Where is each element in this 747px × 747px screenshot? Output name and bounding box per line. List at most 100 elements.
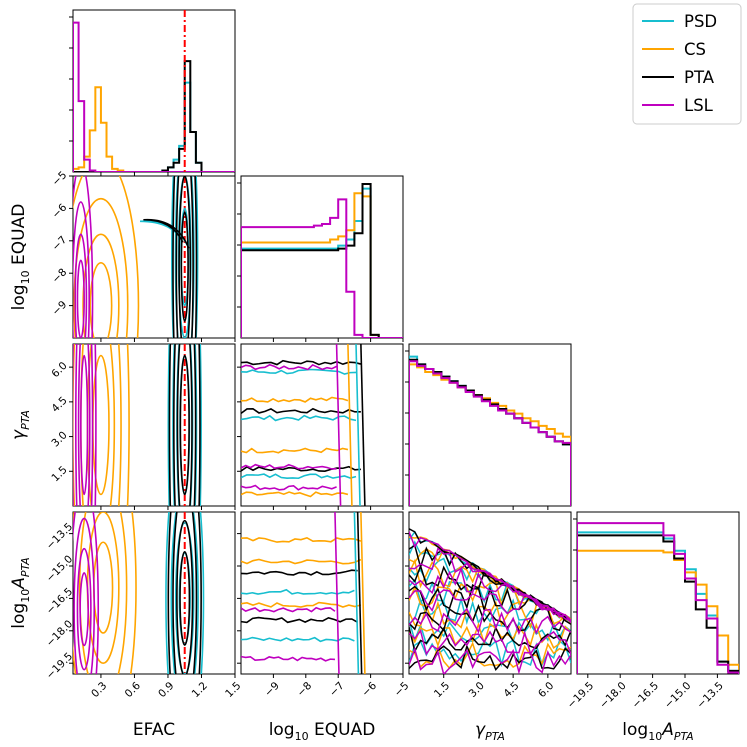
hist-efac-cs	[73, 86, 235, 172]
xtick-label-efac-2: 0.9	[156, 680, 176, 700]
svg-text:log10APTA: log10APTA	[622, 720, 693, 743]
contour-2-1-psd-0-0	[241, 368, 357, 375]
y-axis-title-logA: log10APTA	[9, 557, 32, 628]
xtick-label-gamma-0: 1.5	[432, 680, 452, 700]
hist-logA-psd	[577, 531, 739, 674]
contour-1-0-pta-3	[172, 176, 198, 338]
panel-frame-3-1	[240, 511, 404, 675]
ytick-label-logA-3: −15.0	[44, 553, 75, 584]
contour-2-1-cs-0-0	[241, 396, 349, 403]
xtick-label-logA-4: −13.5	[695, 680, 726, 711]
contour-3-0-lsl-1	[76, 547, 92, 671]
contour-3-0-pta-2	[172, 512, 198, 674]
hist-equad-cs	[241, 192, 403, 338]
contour-2-0-lsl-1	[77, 344, 91, 506]
contour-wall-3-1-lsl	[334, 512, 340, 674]
svg-text:PSD: PSD	[684, 12, 717, 31]
contour-2-1-cs-0-1	[241, 447, 349, 454]
svg-text:LSL: LSL	[684, 96, 714, 115]
panel-frame-3-2	[408, 511, 572, 675]
contour-2-0-pta-0	[179, 354, 190, 496]
contour-wall-2-1-lsl	[335, 344, 342, 506]
hist-logA-pta	[577, 534, 739, 674]
ytick-label-gamma-1: 3.0	[49, 429, 69, 449]
contour-2-1-pta-0-1	[241, 407, 361, 414]
contour-wall-3-1-cs	[360, 512, 366, 674]
contour-2-1-cs-0-2	[241, 491, 349, 498]
contour-tail-1-pta	[143, 218, 190, 249]
contour-3-2-cs-6	[409, 641, 571, 670]
contour-1-0-pta-1	[178, 176, 192, 338]
xtick-label-gamma-3: 6.0	[536, 680, 556, 700]
contour-2-0-lsl-3	[73, 344, 97, 506]
contour-2-1-pta-0-0	[241, 359, 362, 366]
contour-3-0-lsl-0	[79, 572, 89, 647]
contour-2-0-pta-3	[168, 344, 201, 506]
xtick-label-gamma-2: 4.5	[501, 680, 521, 700]
svg-text:log10APTA: log10APTA	[9, 557, 32, 628]
contour-3-1-psd-1-0	[241, 588, 355, 595]
contour-3-0-lsl-3	[73, 512, 100, 674]
panel-frame-2-1	[240, 343, 404, 507]
svg-text:γPTA: γPTA	[475, 720, 505, 743]
contour-3-2-lsl-2	[409, 566, 571, 623]
x-axis-title-gamma: γPTA	[475, 720, 505, 743]
hist-efac-psd	[73, 81, 235, 172]
contour-3-2-cs-2	[409, 558, 571, 625]
contour-3-2-lsl-3	[409, 589, 571, 624]
hist-efac-lsl	[73, 21, 235, 172]
ytick-label-logA-1: −18.0	[44, 618, 75, 649]
xtick-label-equad-1: −8	[295, 680, 314, 699]
xtick-label-equad-2: −7	[327, 680, 346, 699]
xtick-label-gamma-1: 3.0	[467, 680, 487, 700]
contour-1-0-cs-1	[82, 233, 120, 338]
contour-1-0-lsl-1	[74, 233, 88, 338]
xtick-label-logA-2: −16.5	[630, 680, 661, 711]
contour-1-0-cs-0	[89, 262, 113, 338]
svg-text:log10 EQUAD: log10 EQUAD	[269, 720, 376, 743]
svg-text:PTA: PTA	[684, 68, 715, 87]
contour-3-2-psd-5	[409, 620, 571, 646]
contour-3-0-lsl-2	[73, 517, 96, 674]
legend-entry-psd: PSD	[642, 12, 717, 31]
x-axis-title-equad: log10 EQUAD	[269, 720, 376, 743]
contour-2-0-psd-3	[167, 344, 202, 506]
contour-wall-2-1-psd	[355, 344, 361, 506]
xtick-label-efac-4: 1.5	[223, 680, 243, 700]
contour-2-1-lsl-0-2	[241, 484, 337, 491]
ytick-label-equad-3: −6	[50, 201, 70, 221]
hist-equad-psd	[241, 187, 403, 338]
panel-frame-3-0	[72, 511, 236, 675]
contour-1-0-lsl-0	[76, 259, 85, 338]
legend: PSD CS PTA LSL	[632, 3, 742, 125]
ytick-label-equad-1: −8	[50, 266, 69, 285]
contour-3-0-cs-1	[86, 512, 120, 664]
hist-equad-pta	[241, 183, 403, 338]
hist-logA-lsl	[577, 522, 739, 674]
hist-efac-pta	[73, 60, 235, 172]
xtick-label-logA-3: −15.0	[662, 680, 693, 711]
y-axis-title-gamma: γPTA	[9, 410, 32, 440]
xtick-label-efac-0: 0.3	[89, 680, 109, 700]
contour-wall-3-1-pta	[356, 512, 363, 674]
y-axis-title-equad: log10 EQUAD	[9, 204, 32, 311]
contour-3-1-psd-1-1	[241, 636, 355, 643]
contour-3-0-psd-3	[165, 512, 205, 674]
legend-entry-cs: CS	[642, 40, 706, 59]
contour-3-1-cs-1-1	[241, 558, 362, 565]
contour-1-0-pta-2	[175, 176, 194, 338]
contour-2-1-psd-0-1	[241, 414, 357, 422]
contour-1-0-psd-3	[171, 176, 199, 338]
ytick-label-equad-2: −7	[50, 234, 69, 253]
ytick-label-equad-0: −9	[50, 299, 69, 318]
ytick-label-gamma-0: 1.5	[49, 464, 69, 484]
contour-3-2-pta-3	[409, 584, 571, 622]
ytick-label-gamma-3: 6.0	[49, 360, 69, 380]
xtick-label-efac-1: 0.6	[123, 680, 144, 701]
svg-text:CS: CS	[684, 40, 706, 59]
contour-1-0-cs-2	[73, 197, 129, 338]
contour-wall-2-1-cs	[347, 344, 353, 506]
contour-2-0-pta-2	[173, 344, 197, 506]
contour-2-1-pta-0-2	[241, 465, 361, 472]
xtick-label-equad-4: −5	[392, 680, 411, 699]
